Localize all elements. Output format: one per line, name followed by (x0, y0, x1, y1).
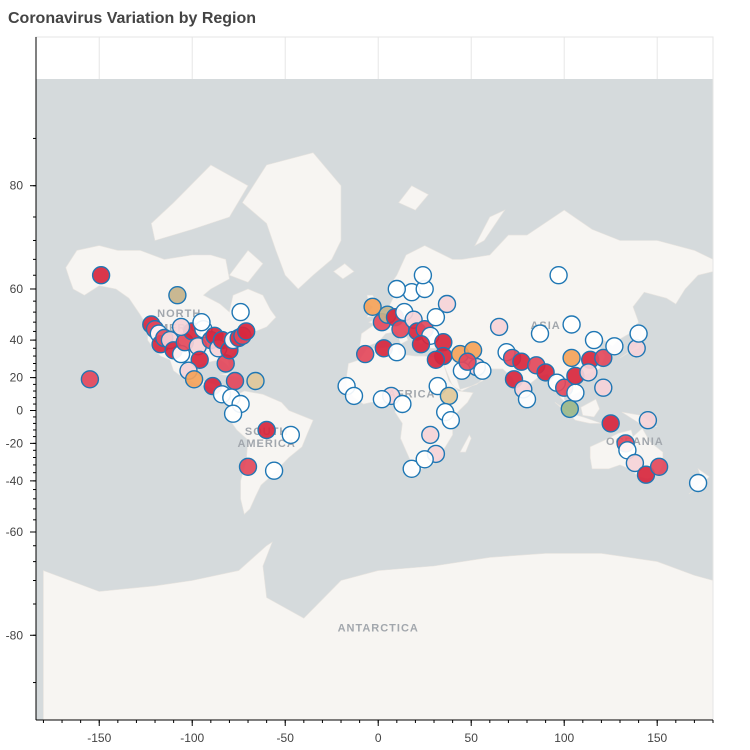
data-point (246, 371, 265, 391)
data-point (236, 322, 256, 341)
axes: -150 -100 -50 0 50 100 150 80 60 40 20 0 -20 -40 -60 -8… (6, 36, 714, 745)
data-point (512, 352, 531, 371)
data-point (421, 425, 440, 445)
data-point (171, 317, 191, 337)
data-point (489, 317, 509, 337)
label-south-america-line2: AMERICA (237, 438, 295, 450)
data-point (393, 394, 412, 414)
top-grid (36, 37, 713, 79)
y-tick-label: 20 (10, 371, 24, 385)
data-point (413, 266, 433, 285)
data-point (415, 450, 434, 469)
data-point (517, 390, 537, 409)
label-antarctica: ANTARCTICA (338, 623, 419, 635)
top-strip (36, 37, 713, 79)
data-point (458, 352, 477, 371)
data-point (426, 308, 446, 327)
data-point (605, 337, 624, 356)
x-tick-label: 50 (465, 731, 479, 745)
x-tick-label: -100 (180, 731, 204, 745)
data-point (594, 378, 613, 397)
data-point (579, 363, 598, 382)
data-point (402, 459, 421, 478)
y-tick-label: 40 (10, 333, 24, 347)
borneo-landmass (580, 398, 600, 418)
data-point (168, 286, 187, 305)
data-point (91, 266, 111, 285)
data-point (372, 390, 392, 409)
data-point (688, 473, 708, 493)
arctic-islands-landmass (150, 164, 249, 241)
data-point (437, 294, 457, 314)
data-point (560, 399, 579, 419)
x-tick-label: 0 (375, 731, 382, 745)
data-point (625, 453, 645, 473)
data-point (629, 324, 648, 343)
data-point (566, 383, 585, 402)
svalbard-landmass (398, 185, 429, 211)
y-tick-label: -20 (6, 436, 24, 450)
data-point (649, 457, 669, 476)
y-tick-label: 80 (10, 179, 24, 193)
data-point (184, 370, 204, 389)
data-point (441, 411, 460, 430)
baffin-landmass (228, 249, 264, 283)
data-point (562, 348, 581, 368)
data-point (257, 420, 276, 440)
y-tick-label: -80 (6, 628, 24, 642)
data-point (562, 315, 581, 334)
x-tick-label: -150 (87, 731, 111, 745)
data-point (281, 425, 300, 445)
y-tick-label: 60 (10, 282, 24, 296)
data-point (344, 386, 364, 406)
iceland-landmass (333, 263, 355, 280)
data-point (363, 297, 382, 316)
y-tick-label: -40 (6, 474, 24, 488)
data-point (426, 350, 446, 369)
data-point (387, 343, 406, 362)
data-point (238, 457, 258, 476)
x-tick-label: 150 (647, 731, 667, 745)
data-point (225, 371, 245, 391)
data-point (223, 404, 243, 423)
data-point (584, 330, 604, 350)
data-points (80, 266, 708, 493)
antarctica-landmass (43, 541, 714, 721)
label-north-america-line1: NORTH (157, 308, 201, 320)
y-tick-label: -60 (6, 525, 24, 539)
data-point (549, 266, 568, 285)
data-point (387, 279, 406, 299)
x-tick-label: 100 (554, 731, 574, 745)
data-point (530, 324, 550, 343)
data-point (601, 414, 620, 433)
greenland-landmass (242, 152, 342, 290)
data-point (80, 370, 100, 389)
data-point (356, 344, 375, 364)
data-point (411, 335, 431, 354)
data-point (473, 361, 492, 380)
data-point (264, 461, 284, 480)
x-tick-label: -50 (277, 731, 295, 745)
data-point (439, 386, 459, 406)
south-america-landmass (227, 390, 314, 515)
novaya-zemlya-landmass (474, 209, 506, 247)
data-point (638, 411, 658, 430)
data-point (192, 313, 211, 332)
data-point (536, 363, 555, 382)
y-tick-label: 0 (16, 403, 23, 417)
data-point (190, 350, 209, 369)
data-point (231, 302, 250, 322)
madagascar-landmass (459, 434, 472, 453)
chart-title: Coronavirus Variation by Region (8, 10, 257, 27)
data-point (594, 348, 613, 368)
